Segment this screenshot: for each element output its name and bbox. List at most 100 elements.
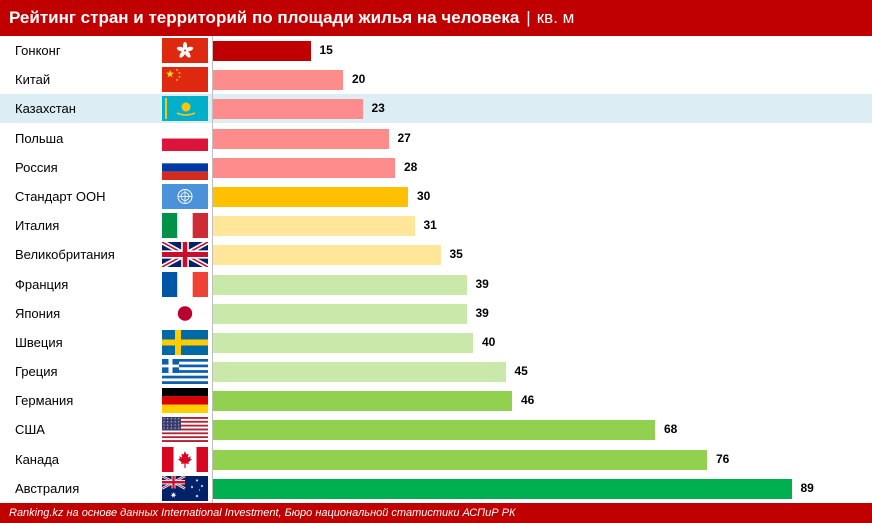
category-label: Гонконг [15, 43, 61, 58]
canada-flag-icon-graphic [162, 446, 208, 472]
chart-rows: Гонконг 15 Китай 20 Казахстан 23 Польша 27 Росси… [0, 36, 872, 503]
germany-flag-icon-graphic [162, 388, 208, 414]
chart-row: Стандарт ООН 30 [0, 182, 872, 211]
bar [213, 157, 395, 178]
category-axis-line [212, 36, 213, 503]
category-label: Казахстан [15, 101, 76, 117]
source-note: Ranking.kz на основе данных Internationa… [9, 507, 516, 519]
bar [213, 70, 343, 91]
value-label: 30 [417, 188, 431, 203]
category-label: Греция [15, 364, 58, 380]
bar [213, 99, 363, 120]
value-label: 27 [397, 130, 411, 145]
chart-row: Великобритания 35 [0, 240, 872, 269]
australia-flag-icon [162, 475, 208, 501]
chart-row: Польша 27 [0, 124, 872, 153]
russia-flag-icon [162, 154, 208, 180]
chart-row: Гонконг 15 [0, 36, 872, 65]
bar [213, 216, 415, 237]
bar [213, 420, 655, 441]
kazakhstan-flag-icon-graphic [162, 96, 208, 122]
category-label: Япония [15, 305, 61, 321]
chart-unit: кв. м [536, 8, 575, 27]
title-separator: | [526, 8, 531, 27]
value-label: 15 [319, 43, 333, 57]
category-label: Стандарт ООН [15, 188, 106, 204]
chart-row: Россия 28 [0, 153, 872, 182]
value-label: 39 [475, 305, 489, 320]
usa-flag-icon-graphic [162, 417, 208, 443]
chart-row: Италия 31 [0, 211, 872, 240]
chart-row: США 68 [0, 415, 872, 444]
bar [213, 274, 467, 295]
value-label: 23 [371, 101, 385, 116]
chart-row: Австралия 89 [0, 474, 872, 503]
value-label: 31 [423, 218, 437, 233]
category-label: Канада [15, 451, 60, 467]
value-label: 35 [449, 247, 463, 262]
china-flag-icon-graphic [162, 67, 208, 93]
russia-flag-icon-graphic [162, 154, 208, 180]
italy-flag-icon-graphic [162, 213, 208, 239]
uk-flag-icon-graphic [162, 242, 208, 268]
chart-row: Казахстан 23 [0, 94, 872, 124]
bar [213, 449, 707, 470]
category-label: Франция [15, 276, 69, 292]
greece-flag-icon [162, 359, 208, 385]
bar [213, 303, 467, 324]
poland-flag-icon-graphic [162, 125, 208, 151]
value-label: 89 [800, 480, 814, 495]
greece-flag-icon-graphic [162, 359, 208, 385]
germany-flag-icon [162, 388, 208, 414]
chart-header: Рейтинг стран и территорий по площади жи… [0, 0, 872, 36]
uk-flag-icon [162, 242, 208, 268]
sweden-flag-icon-graphic [162, 329, 208, 355]
bar [213, 186, 408, 207]
france-flag-icon-graphic [162, 271, 208, 297]
value-label: 28 [404, 159, 418, 174]
bar [213, 391, 512, 412]
category-label: Австралия [15, 480, 80, 496]
bar [213, 245, 441, 266]
value-label: 45 [514, 364, 528, 379]
bar [213, 41, 311, 61]
chart-footer: Ranking.kz на основе данных Internationa… [0, 503, 872, 523]
value-label: 46 [521, 393, 535, 408]
value-label: 39 [475, 276, 489, 291]
australia-flag-icon-graphic [162, 475, 208, 501]
bar [213, 362, 506, 383]
chart-title: Рейтинг стран и территорий по площади жи… [9, 8, 520, 27]
japan-flag-icon [162, 300, 208, 326]
un-flag-icon-graphic [162, 183, 208, 209]
value-label: 76 [716, 451, 730, 466]
category-label: США [15, 422, 45, 438]
chart-row: Германия 46 [0, 386, 872, 415]
france-flag-icon [162, 271, 208, 297]
category-label: Великобритания [15, 247, 115, 263]
chart-row: Китай 20 [0, 65, 872, 94]
category-label: Польша [15, 130, 64, 146]
category-label: Россия [15, 159, 58, 175]
value-label: 20 [352, 72, 366, 87]
chart-row: Япония 39 [0, 299, 872, 328]
italy-flag-icon [162, 213, 208, 239]
kazakhstan-flag-icon [162, 96, 208, 122]
category-label: Италия [15, 218, 60, 234]
chart-row: Швеция 40 [0, 328, 872, 357]
japan-flag-icon-graphic [162, 300, 208, 326]
category-label: Китай [15, 72, 51, 88]
bar [213, 128, 389, 149]
category-label: Германия [15, 393, 74, 409]
sweden-flag-icon [162, 329, 208, 355]
china-flag-icon [162, 67, 208, 93]
hong-kong-flag-icon-graphic [162, 38, 208, 63]
bar [213, 478, 792, 499]
un-flag-icon [162, 183, 208, 209]
category-label: Швеция [15, 334, 63, 350]
poland-flag-icon [162, 125, 208, 151]
chart-row: Франция 39 [0, 270, 872, 299]
bar [213, 332, 473, 353]
hong-kong-flag-icon [162, 38, 208, 63]
canada-flag-icon [162, 446, 208, 472]
value-label: 40 [482, 334, 496, 349]
